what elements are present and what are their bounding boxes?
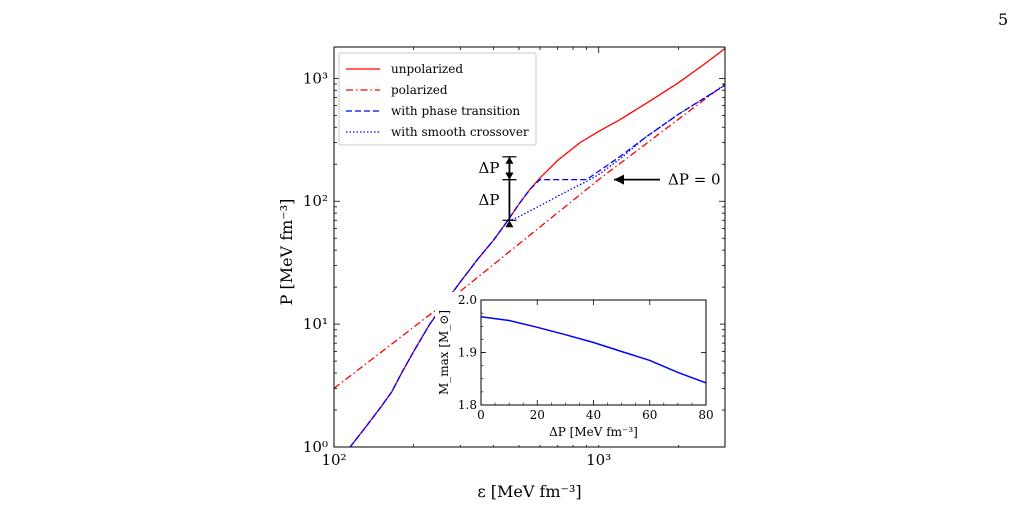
- annotation-group: ΔP ΔP ΔP = 0: [478, 156, 721, 228]
- inset-y-tick-label: 2.0: [458, 293, 477, 307]
- x-tick-label: 10³: [586, 451, 611, 469]
- legend-entry: with smooth crossover: [391, 125, 529, 139]
- delta-p-label-lower: ΔP: [478, 191, 499, 209]
- inset-plot: 0 20 40 60 80 1.8 1.9 2.0 ΔP [MeV fm⁻³] M_max [M_…: [435, 292, 720, 445]
- legend-entry: with phase transition: [391, 104, 520, 118]
- y-tick-label: 10⁰: [303, 438, 328, 456]
- inset-x-tick-label: 60: [642, 408, 657, 422]
- legend-entry: polarized: [391, 83, 448, 97]
- series-line-polarized: [334, 83, 725, 389]
- inset-series-line: [480, 316, 707, 384]
- delta-p-label-upper: ΔP: [478, 159, 499, 177]
- inset-x-tick-label: 20: [530, 408, 545, 422]
- series-line-with-smooth-crossover: [349, 84, 725, 447]
- inset-background: [435, 292, 720, 445]
- delta-p-arrow-upper-head: [505, 156, 514, 164]
- legend-entry: unpolarized: [391, 62, 463, 76]
- delta-p-arrow-lower-head: [505, 172, 514, 180]
- inset-x-tick-label: 40: [586, 408, 601, 422]
- delta-p-zero-arrow-head: [614, 174, 624, 185]
- plot-frame: [333, 46, 726, 448]
- legend: unpolarized polarized with phase transitio…: [338, 52, 537, 146]
- inset-x-axis-label: ΔP [MeV fm⁻³]: [549, 425, 638, 439]
- legend-box: [338, 52, 537, 146]
- y-tick-label: 10²: [303, 192, 328, 210]
- delta-p-arrow-lower-head: [505, 220, 514, 228]
- x-tick-label: 10²: [321, 451, 346, 469]
- page-number: 5: [998, 10, 1009, 29]
- series-line-with-phase-transition: [349, 84, 725, 447]
- y-axis-label: P [MeV fm⁻³]: [277, 199, 296, 306]
- inset-y-tick-label: 1.8: [458, 398, 477, 412]
- y-tick-label: 10¹: [303, 315, 328, 333]
- main-series-group: [334, 47, 725, 447]
- y-tick-label: 10³: [303, 69, 328, 87]
- inset-y-tick-label: 1.9: [458, 346, 477, 360]
- inset-y-axis-label: M_max [M_⊙]: [437, 310, 451, 395]
- delta-p-zero-label: ΔP = 0: [668, 171, 721, 189]
- inset-x-tick-label: 0: [477, 408, 485, 422]
- inset-x-tick-label: 80: [698, 408, 713, 422]
- x-axis-label: ε [MeV fm⁻³]: [477, 482, 581, 501]
